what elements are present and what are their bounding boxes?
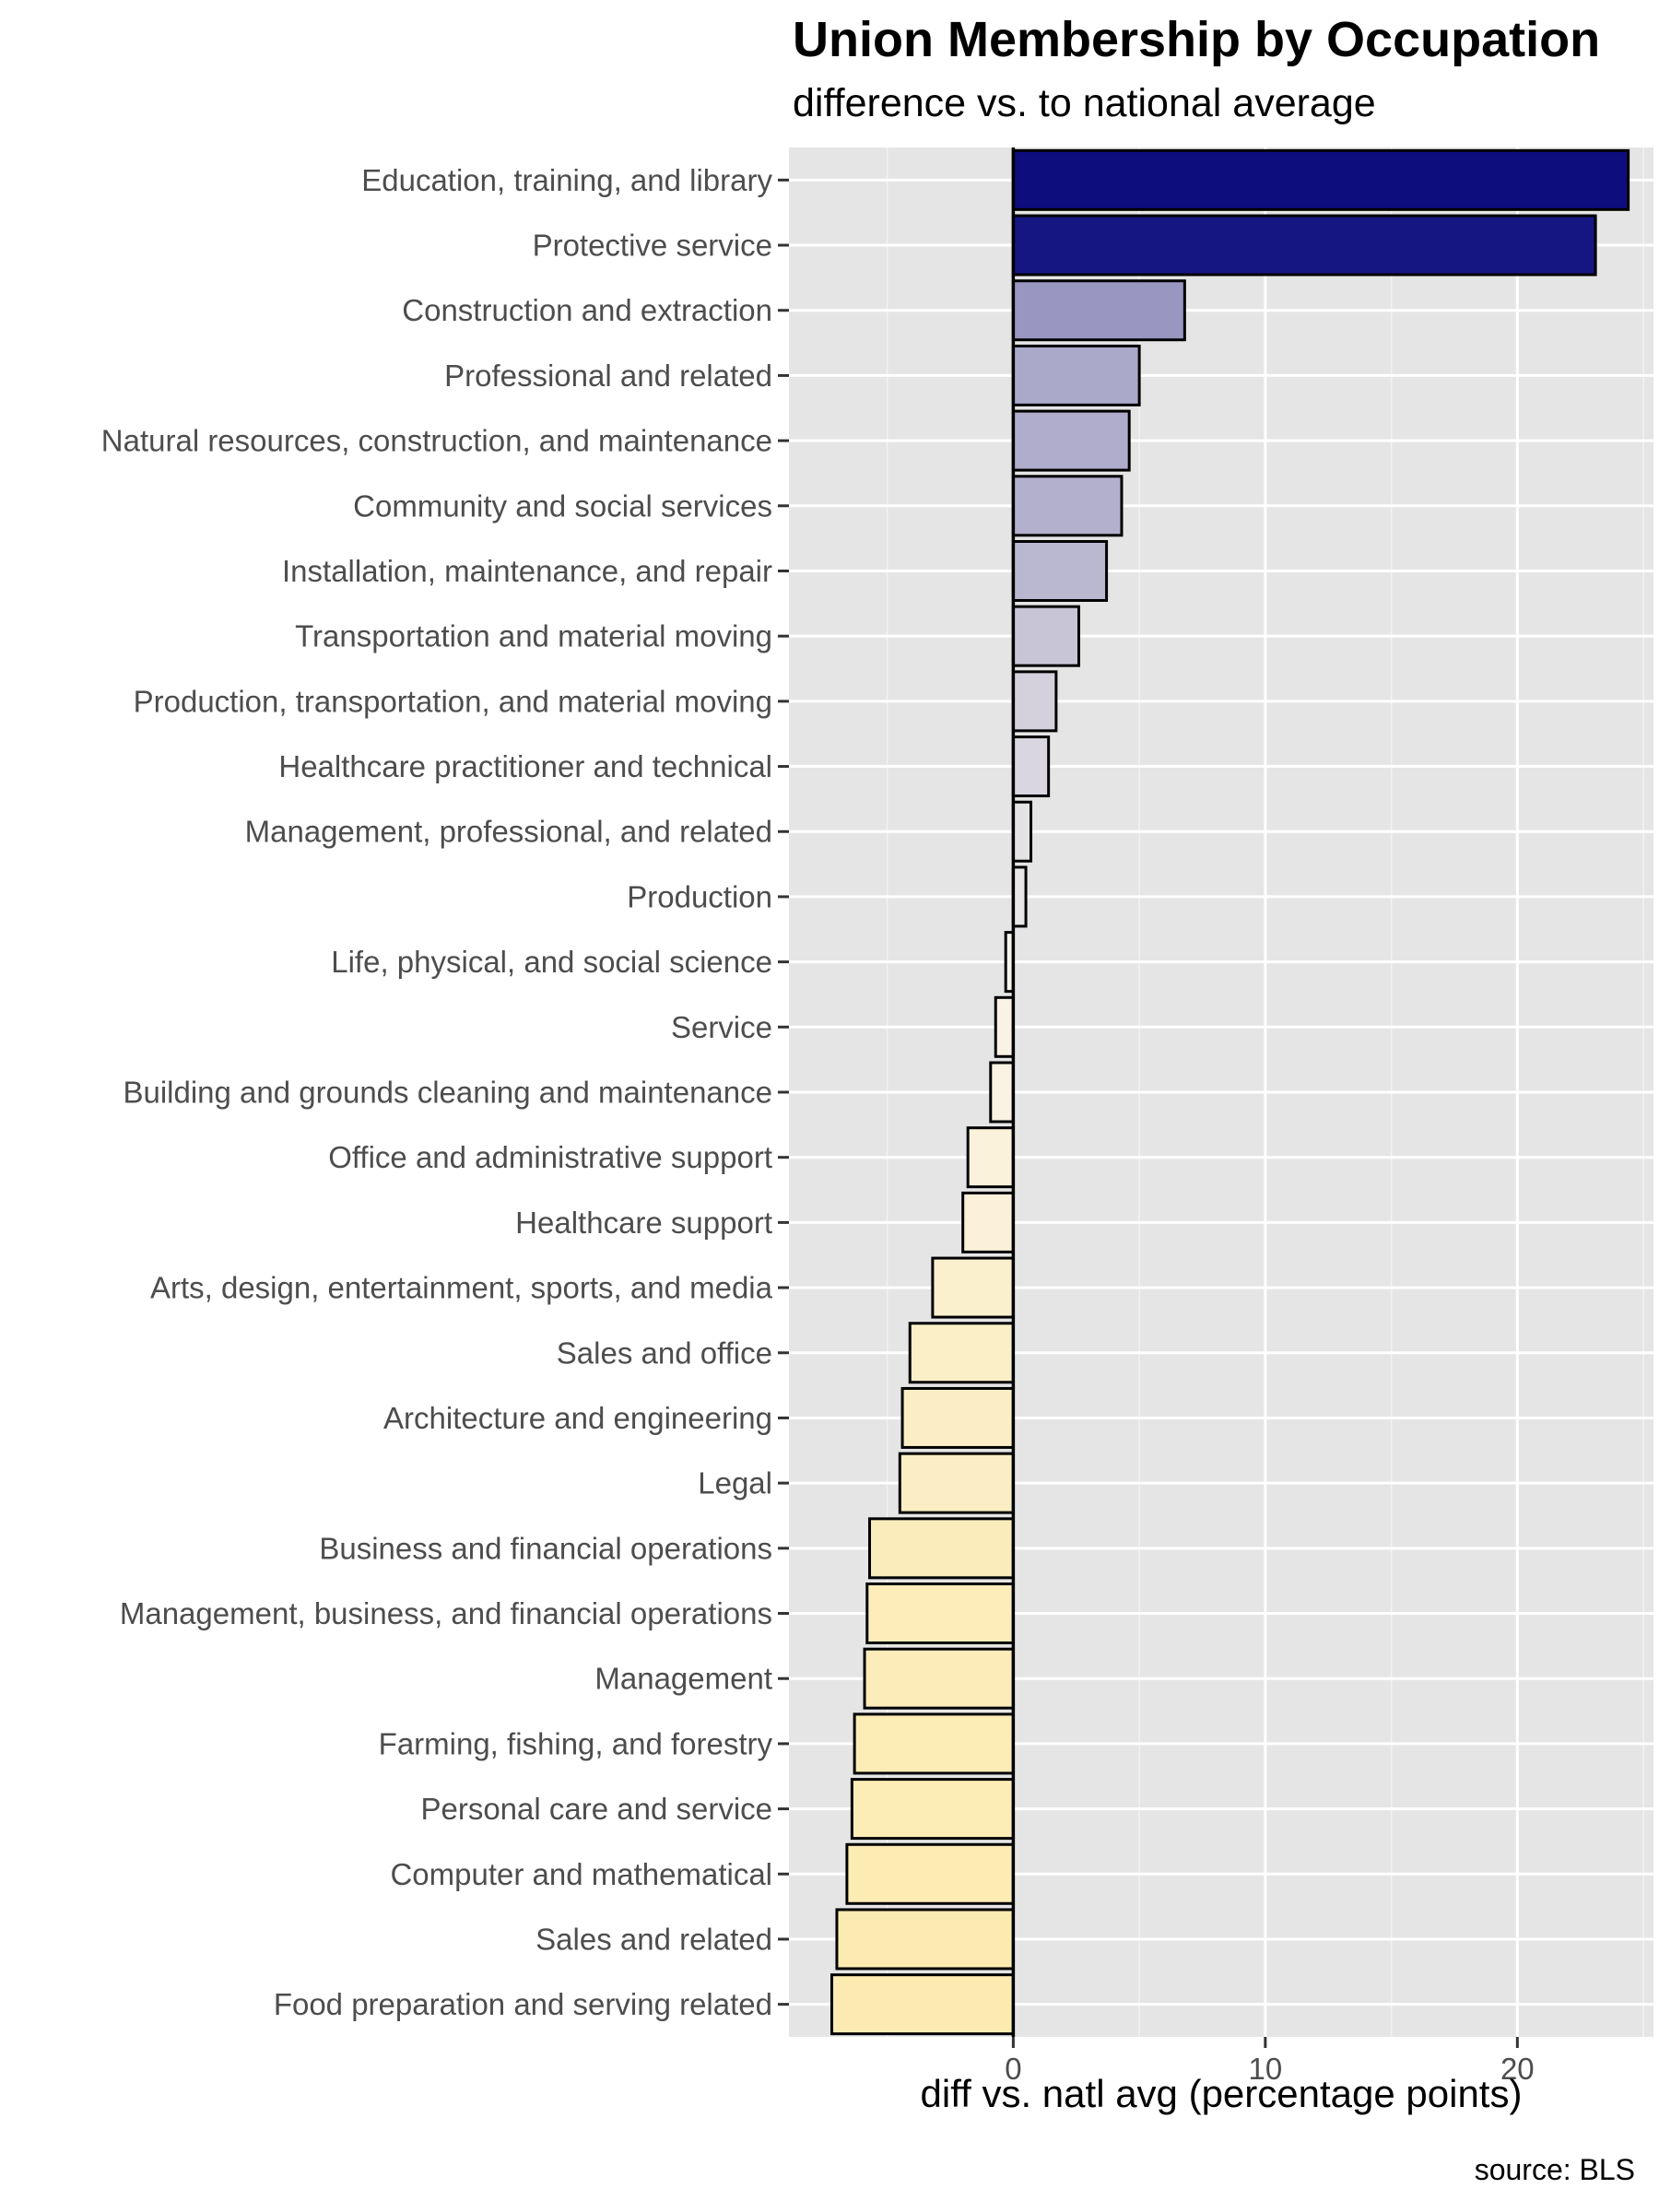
- bar: [961, 1191, 1015, 1253]
- bar: [1011, 214, 1597, 276]
- bar: [1011, 148, 1630, 211]
- bars: [830, 148, 1630, 2036]
- bar: [1011, 344, 1141, 406]
- x-tick-label: 0: [1005, 2052, 1021, 2086]
- y-tick-label: Protective service: [533, 229, 772, 263]
- bar: [900, 1386, 1015, 1449]
- y-tick-label: Computer and mathematical: [390, 1857, 772, 1891]
- bar: [868, 1517, 1015, 1580]
- bar: [1011, 279, 1186, 342]
- y-tick-label: Professional and related: [444, 359, 772, 393]
- y-tick-label: Construction and extraction: [402, 293, 772, 327]
- bar: [989, 1061, 1015, 1124]
- bar: [1011, 475, 1124, 537]
- y-axis: Education, training, and library Protecti…: [101, 163, 789, 2021]
- y-tick-label: Sales and related: [535, 1922, 772, 1956]
- y-tick-label: Food preparation and serving related: [274, 1987, 772, 2021]
- y-tick-label: Healthcare support: [515, 1206, 772, 1240]
- chart-subtitle: difference vs. to national average: [793, 81, 1376, 125]
- y-tick-label: Life, physical, and social science: [331, 945, 772, 979]
- bar: [850, 1778, 1015, 1841]
- y-tick-label: Arts, design, entertainment, sports, and…: [150, 1271, 773, 1305]
- bar: [1011, 605, 1080, 667]
- bar: [966, 1126, 1015, 1189]
- y-tick-label: Service: [671, 1010, 772, 1044]
- bar: [898, 1452, 1015, 1514]
- chart-caption: source: BLS: [1474, 2153, 1635, 2186]
- bar: [1011, 865, 1028, 928]
- x-axis-label: diff vs. natl avg (percentage points): [920, 2072, 1523, 2115]
- y-tick-label: Office and administrative support: [328, 1140, 772, 1174]
- bar: [835, 1908, 1015, 1971]
- bar: [853, 1712, 1015, 1775]
- y-tick-label: Natural resources, construction, and mai…: [101, 424, 772, 458]
- bar: [1011, 409, 1131, 472]
- y-tick-label: Community and social services: [353, 488, 772, 523]
- y-tick-label: Legal: [698, 1466, 772, 1500]
- x-tick-label: 10: [1248, 2052, 1282, 2086]
- bar: [1011, 670, 1058, 733]
- bar: [830, 1973, 1015, 2036]
- y-tick-label: Healthcare practitioner and technical: [278, 749, 772, 783]
- y-tick-label: Sales and office: [557, 1335, 772, 1370]
- y-tick-label: Personal care and service: [420, 1792, 772, 1826]
- x-axis: 0 10 20: [1005, 2037, 1535, 2086]
- y-tick-label: Education, training, and library: [361, 163, 772, 197]
- y-tick-label: Architecture and engineering: [383, 1401, 772, 1435]
- x-tick-label: 20: [1500, 2052, 1535, 2086]
- chart-title: Union Membership by Occupation: [793, 12, 1601, 67]
- y-tick-label: Management, business, and financial oper…: [120, 1596, 772, 1630]
- y-tick-label: Transportation and material moving: [295, 619, 772, 653]
- y-tick-label: Building and grounds cleaning and mainte…: [123, 1076, 772, 1110]
- bar: [1011, 539, 1109, 602]
- bar: [863, 1647, 1015, 1710]
- y-tick-label: Management, professional, and related: [245, 815, 772, 849]
- y-tick-label: Farming, fishing, and forestry: [379, 1726, 773, 1760]
- y-tick-label: Installation, maintenance, and repair: [282, 554, 772, 588]
- bar: [865, 1583, 1015, 1645]
- bar: [908, 1322, 1015, 1384]
- bar: [1011, 800, 1033, 863]
- bar: [1011, 735, 1051, 798]
- bar: [931, 1256, 1015, 1319]
- bar: [994, 995, 1015, 1058]
- y-tick-label: Production: [627, 879, 772, 913]
- y-tick-label: Production, transportation, and material…: [134, 684, 772, 718]
- bar: [845, 1842, 1015, 1905]
- y-tick-label: Management: [594, 1662, 772, 1696]
- y-tick-label: Business and financial operations: [319, 1531, 772, 1565]
